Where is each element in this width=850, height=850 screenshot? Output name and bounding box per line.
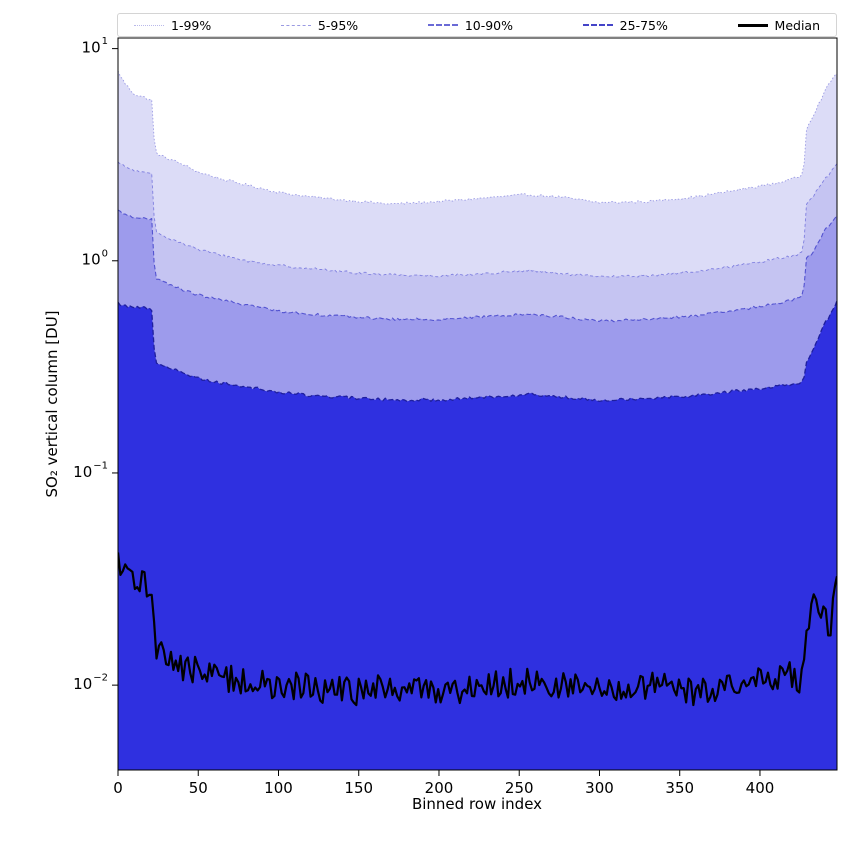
legend-label-10-90: 10-90% <box>464 17 514 33</box>
x-axis-label: Binned row index <box>411 795 543 813</box>
legend-line-10-90-icon <box>427 24 458 26</box>
legend-label-1-99: 1-99% <box>171 17 212 33</box>
legend-label-5-95: 5-95% <box>317 17 359 33</box>
legend-item-5-95: 5-95% <box>280 17 359 33</box>
legend: 1-99% 5-95% 10-90% 25-75% Median <box>117 13 837 37</box>
legend-item-10-90: 10-90% <box>427 17 514 33</box>
legend-item-25-75: 25-75% <box>582 17 668 33</box>
legend-label-median: Median <box>774 17 820 33</box>
y-axis-label: SO₂ vertical column [DU] <box>43 310 61 498</box>
legend-label-25-75: 25-75% <box>619 17 668 33</box>
legend-line-5-95-icon <box>280 24 311 26</box>
legend-line-median-icon <box>737 23 768 27</box>
legend-item-median: Median <box>737 17 820 33</box>
legend-line-1-99-icon <box>134 24 164 26</box>
legend-item-1-99: 1-99% <box>134 18 211 33</box>
legend-line-25-75-icon <box>582 24 613 26</box>
